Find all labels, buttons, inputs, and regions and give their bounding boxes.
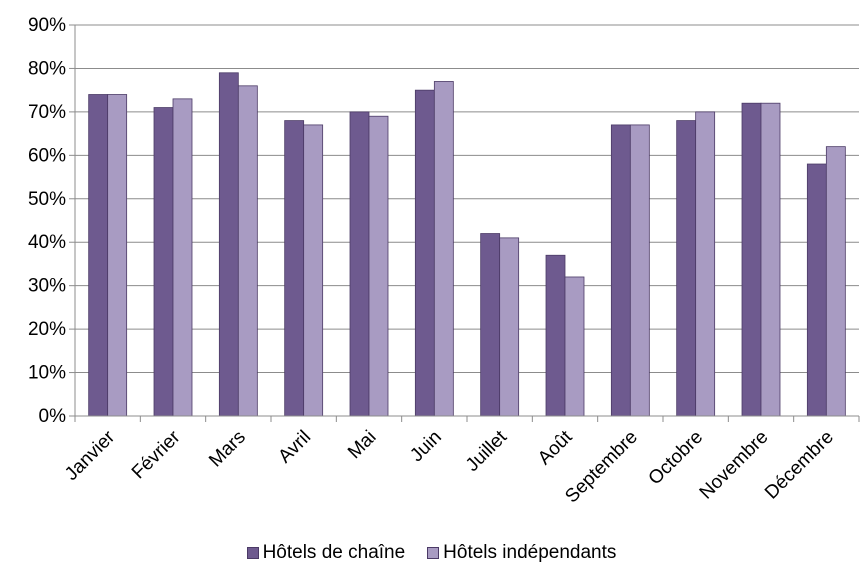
x-tick-label: Juin <box>406 427 445 466</box>
y-tick-label: 10% <box>28 363 66 384</box>
x-tick-label: Décembre <box>761 427 838 504</box>
bar-chain-7 <box>545 254 566 417</box>
legend-swatch <box>427 547 440 559</box>
bar-series <box>88 72 846 417</box>
y-tick-label: 60% <box>28 145 66 166</box>
bar-chain-5 <box>414 89 435 417</box>
x-tick-label: Avril <box>274 427 315 468</box>
bar-chain-2 <box>218 72 239 417</box>
legend-item-series-2: Hôtels indépendants <box>427 542 616 564</box>
bar-chart: 0% 10% 20% 30% 40% 50% 60% 70% 80% 90% Janvier Fév… <box>28 15 860 507</box>
legend-item-series-1: Hôtels de chaîne <box>246 542 406 564</box>
x-tick-label: Mai <box>344 427 381 464</box>
bar-chain-4 <box>349 111 370 417</box>
y-tick-label: 90% <box>28 15 66 36</box>
x-tick-label: Octobre <box>645 427 708 490</box>
bar-independent-8 <box>629 124 650 417</box>
x-axis-ticks: Janvier Février Mars Avril Mai Juin Juillet Aoû… <box>61 416 860 507</box>
y-tick-label: 40% <box>28 232 66 253</box>
bar-independent-6 <box>499 237 520 417</box>
bar-chain-1 <box>153 107 174 417</box>
legend-swatch <box>246 547 259 559</box>
bar-independent-2 <box>237 85 258 417</box>
x-tick-label: Août <box>534 426 577 469</box>
gridlines <box>75 24 859 374</box>
x-tick-label: Juillet <box>462 426 512 476</box>
bar-chain-6 <box>480 233 501 417</box>
bar-independent-9 <box>695 111 716 417</box>
bar-chain-10 <box>741 102 762 417</box>
bar-independent-1 <box>172 98 193 417</box>
bar-independent-7 <box>564 276 585 417</box>
bar-chain-11 <box>806 163 827 417</box>
bar-chain-8 <box>610 124 631 417</box>
y-tick-label: 30% <box>28 276 66 297</box>
bar-chain-3 <box>284 120 305 417</box>
bar-independent-4 <box>368 115 389 417</box>
bar-chain-0 <box>88 94 109 417</box>
x-tick-label: Janvier <box>61 426 120 485</box>
legend-label: Hôtels indépendants <box>443 542 617 563</box>
y-tick-label: 80% <box>28 58 66 79</box>
x-tick-label: Mars <box>205 427 250 472</box>
axes <box>74 25 859 417</box>
bar-independent-10 <box>760 102 781 417</box>
bar-independent-5 <box>433 81 454 417</box>
y-tick-label: 20% <box>28 319 66 340</box>
x-tick-label: Novembre <box>696 427 773 504</box>
legend-label: Hôtels de chaîne <box>262 542 406 563</box>
legend: Hôtels de chaîne Hôtels indépendants <box>0 540 863 566</box>
y-tick-label: 70% <box>28 102 66 123</box>
y-tick-label: 0% <box>39 406 67 427</box>
y-axis-ticks: 0% 10% 20% 30% 40% 50% 60% 70% 80% 90% <box>28 15 75 427</box>
x-tick-label: Février <box>128 426 185 483</box>
bar-independent-0 <box>107 94 128 417</box>
y-tick-label: 50% <box>28 189 66 210</box>
bar-chain-9 <box>676 120 697 417</box>
bar-independent-11 <box>825 146 846 417</box>
bar-independent-3 <box>303 124 324 417</box>
